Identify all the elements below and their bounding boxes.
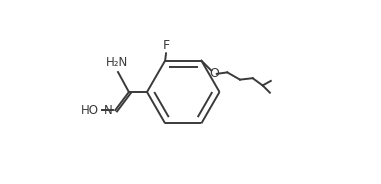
Text: N: N: [104, 104, 113, 117]
Text: HO: HO: [81, 104, 99, 117]
Text: F: F: [162, 39, 170, 52]
Text: O: O: [210, 67, 219, 80]
Text: H₂N: H₂N: [106, 56, 128, 69]
